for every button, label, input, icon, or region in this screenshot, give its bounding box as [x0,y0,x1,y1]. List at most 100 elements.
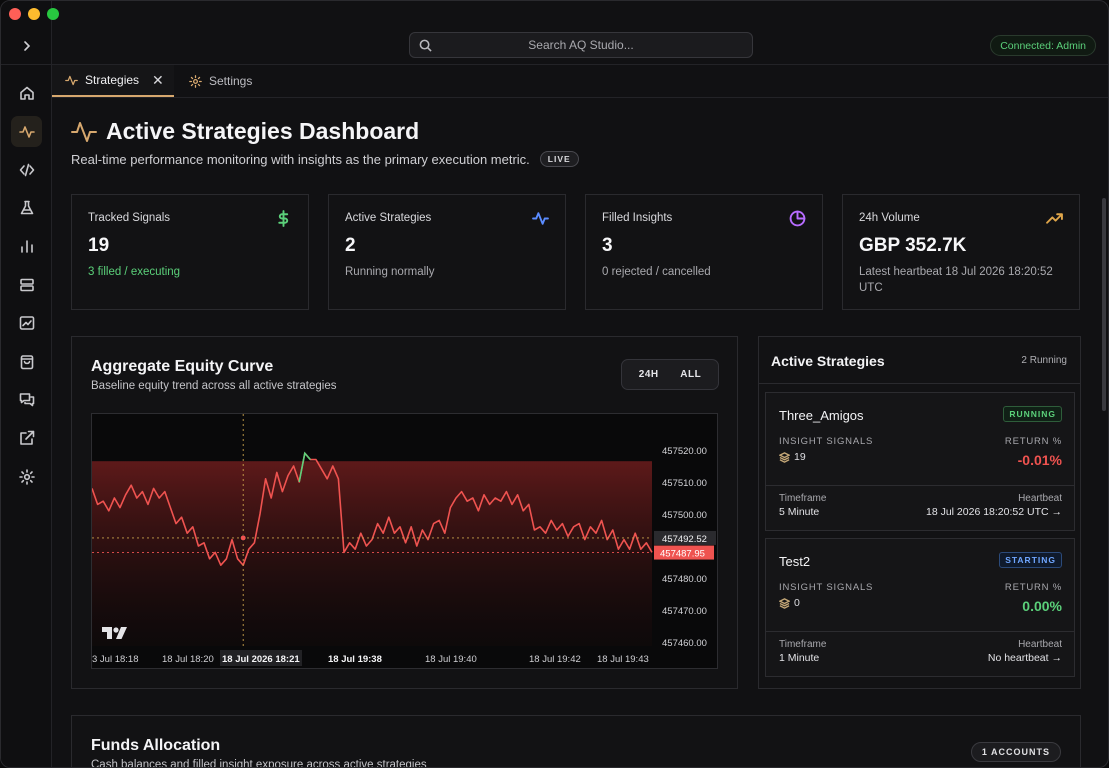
x-tick-label: 18 Jul 19:38 [328,654,382,665]
sidebar-item-lab[interactable] [11,192,42,223]
return-value: 0.00% [1022,598,1062,614]
y-tick-label: 457460.00 [662,638,707,649]
activity-icon [18,125,35,138]
equity-chart-svg[interactable]: 457520.00 457510.00 457500.00 457480.00 4574… [92,414,717,668]
stat-label: 24h Volume [859,212,920,224]
scrollbar[interactable] [1102,198,1106,411]
minimize-window-button[interactable] [28,8,40,20]
timeframe-value: 1 Minute [779,652,820,664]
stat-note: 0 rejected / cancelled [602,266,711,278]
gear-icon [189,74,202,88]
signals-value: 0 [779,597,800,609]
range-all-button[interactable]: ALL [680,369,702,380]
tab-strategies[interactable]: Strategies ✕ [52,65,174,97]
chat-icon [19,392,34,406]
signals-label: INSIGHT SIGNALS [779,436,874,447]
stat-card-24h-volume: 24h Volume GBP 352.7K Latest heartbeat 1… [842,194,1080,310]
connection-status-badge: Connected: Admin [990,35,1096,56]
stat-label: Filled Insights [602,212,673,224]
y-tick-label: 457500.00 [662,510,707,521]
equity-peak-segment [298,451,312,483]
sidebar [1,1,52,767]
equity-title: Aggregate Equity Curve [91,358,274,375]
strategy-card[interactable]: Three_Amigos RUNNING INSIGHT SIGNALS RET… [765,392,1075,531]
page-subtitle: Real-time performance monitoring with in… [71,151,579,167]
status-badge: STARTING [999,552,1062,568]
activity-icon [532,212,549,225]
sidebar-item-settings[interactable] [11,461,42,492]
strategy-card[interactable]: Test2 STARTING INSIGHT SIGNALS RETURN % … [765,538,1075,677]
sidebar-item-charts[interactable] [11,230,42,261]
y-tick-label: 457470.00 [662,606,707,617]
sidebar-item-orders[interactable] [11,346,42,377]
last-price-label: 457487.95 [660,549,705,560]
search-icon [419,39,432,52]
funds-allocation-panel: Funds Allocation Cash balances and fille… [71,715,1081,767]
return-label: RETURN % [1004,436,1062,447]
activity-icon [65,75,78,85]
crosshair-time-box [220,650,302,666]
range-24h-button[interactable]: 24H [638,369,659,380]
search-placeholder: Search AQ Studio... [528,38,634,52]
sidebar-item-export[interactable] [11,422,42,453]
equity-chart[interactable]: 457520.00 457510.00 457500.00 457480.00 4574… [91,413,718,669]
stat-value: 2 [345,235,356,256]
last-price-box [654,545,714,560]
baseline-area [92,461,652,646]
stat-note: Latest heartbeat 18 Jul 2026 18:20:52 UT… [859,266,1053,294]
page-title: Active Strategies Dashboard [71,118,419,145]
search-input[interactable]: Search AQ Studio... [409,32,753,58]
y-tick-label: 457510.00 [662,478,707,489]
x-tick-label: 18 Jul 19:42 [529,654,581,665]
tab-settings[interactable]: Settings [189,65,252,97]
sidebar-expand-button[interactable] [1,27,52,65]
funds-title: Funds Allocation [91,737,221,754]
x-tick-label: 18 Jul 18:20 [162,654,214,665]
trending-up-icon [1046,213,1063,224]
stat-note: 3 filled / executing [88,266,181,278]
accounts-badge[interactable]: 1 ACCOUNTS [970,742,1061,762]
equity-description: Baseline equity trend across all active … [91,380,337,392]
layers-icon [779,597,790,609]
close-tab-icon[interactable]: ✕ [152,71,164,88]
home-icon [19,86,34,100]
return-label: RETURN % [1004,582,1062,593]
x-tick-label: 3 Jul 18:18 [92,654,138,665]
heartbeat-value[interactable]: 18 Jul 2026 18:20:52 UTC → [926,506,1062,518]
signals-value: 19 [779,451,806,463]
bag-icon [20,354,33,369]
code-icon [19,163,34,176]
signals-count: 19 [794,451,806,463]
maximize-window-button[interactable] [47,8,59,20]
divider [766,485,1074,486]
tab-bar: Strategies ✕ Settings [52,65,1108,98]
gear-icon [18,468,35,485]
heartbeat-value[interactable]: No heartbeat → [987,652,1062,664]
divider [766,631,1074,632]
window-controls [9,8,59,20]
range-selector: 24H ALL [621,359,719,390]
y-tick-label: 457520.00 [662,446,707,457]
sidebar-item-messages[interactable] [11,384,42,415]
sidebar-item-strategies[interactable] [11,116,42,147]
layers-icon [779,451,790,463]
equity-curve-panel: Aggregate Equity Curve Baseline equity t… [71,336,738,689]
signals-count: 0 [794,597,800,609]
heartbeat-label: Heartbeat [1018,639,1062,650]
sidebar-item-monitor[interactable] [11,307,42,338]
sidebar-item-home[interactable] [11,77,42,108]
close-window-button[interactable] [9,8,21,20]
stat-value: 19 [88,235,110,256]
sidebar-item-code[interactable] [11,154,42,185]
panel-header: Active Strategies 2 Running [759,337,1080,384]
crosshair-price-label: 457492.52 [662,534,707,545]
x-tick-label: 18 Jul 2026 18:21 [222,654,300,665]
bar-chart-icon [20,239,33,253]
y-tick-label: 457480.00 [662,574,707,585]
server-icon [19,278,34,291]
strategy-name: Three_Amigos [779,408,864,423]
crosshair-price-box [654,530,716,545]
sidebar-item-servers[interactable] [11,269,42,300]
pie-chart-icon [789,210,806,227]
x-tick-label: 18 Jul 19:40 [425,654,477,665]
